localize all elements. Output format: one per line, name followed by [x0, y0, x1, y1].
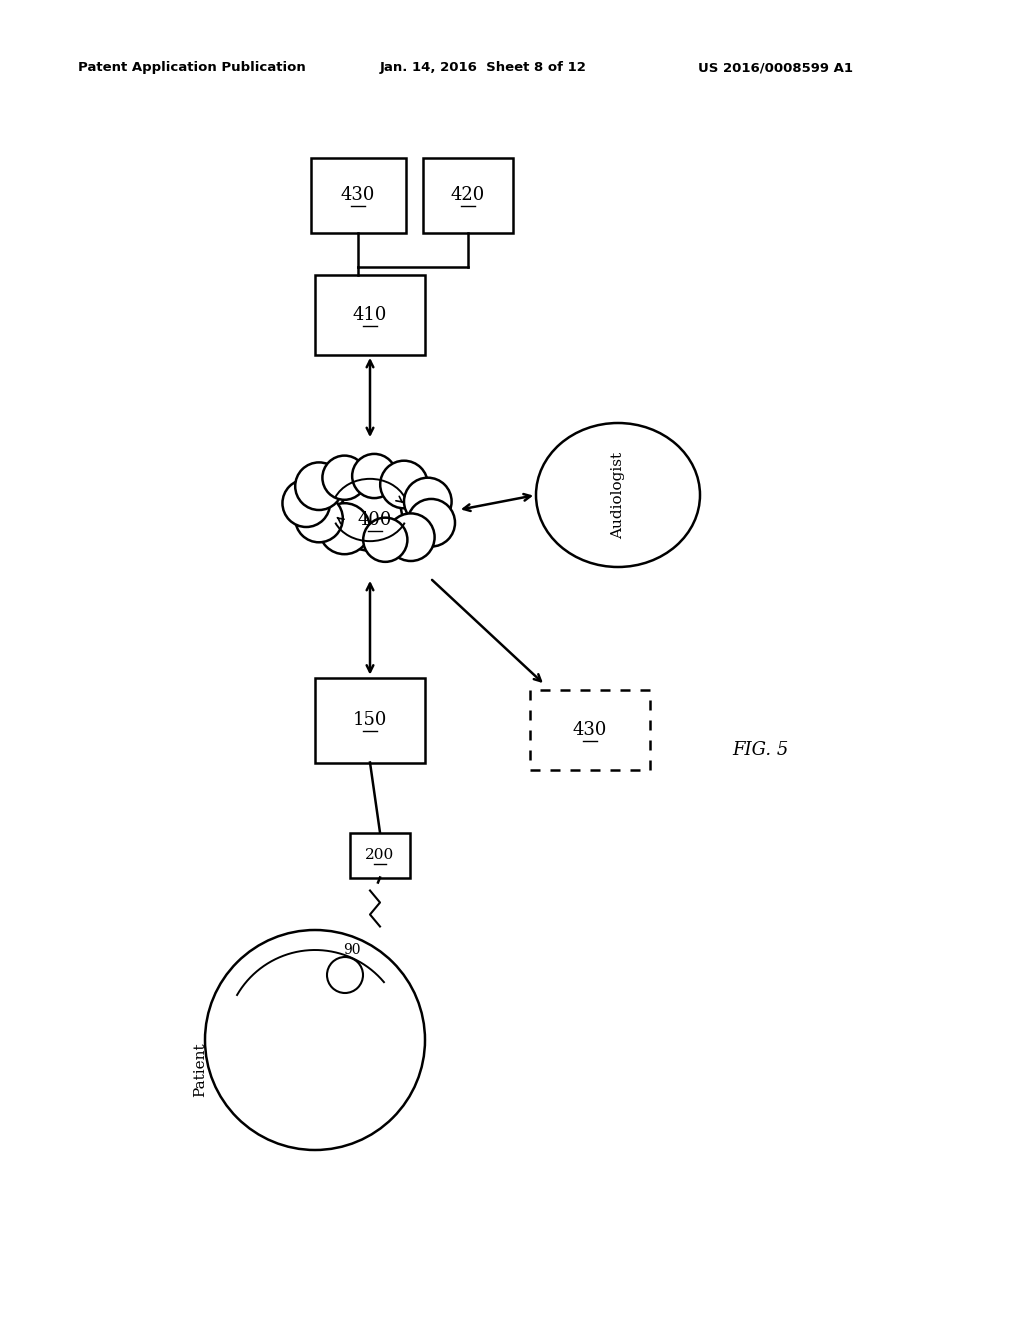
Ellipse shape — [283, 479, 330, 527]
Text: Patient: Patient — [193, 1043, 207, 1097]
Text: Patent Application Publication: Patent Application Publication — [78, 62, 306, 74]
Text: 420: 420 — [451, 186, 485, 205]
Text: 410: 410 — [353, 306, 387, 323]
Ellipse shape — [295, 495, 343, 543]
Text: Jan. 14, 2016  Sheet 8 of 12: Jan. 14, 2016 Sheet 8 of 12 — [380, 62, 587, 74]
Text: 150: 150 — [353, 711, 387, 729]
Ellipse shape — [387, 513, 434, 561]
Ellipse shape — [319, 503, 370, 554]
Ellipse shape — [380, 461, 428, 508]
Ellipse shape — [536, 422, 700, 568]
Ellipse shape — [338, 486, 402, 550]
Text: 430: 430 — [341, 186, 375, 205]
Bar — [315, 275, 425, 355]
Ellipse shape — [404, 478, 452, 525]
Text: 400: 400 — [357, 511, 392, 529]
Ellipse shape — [323, 455, 367, 500]
Text: 90: 90 — [343, 942, 360, 957]
Text: Audiologist: Audiologist — [611, 451, 625, 539]
Ellipse shape — [295, 462, 343, 510]
Bar — [423, 157, 513, 232]
Circle shape — [327, 957, 362, 993]
Bar — [315, 677, 425, 763]
Ellipse shape — [408, 499, 455, 546]
Text: 200: 200 — [366, 847, 394, 862]
Ellipse shape — [352, 454, 396, 498]
Ellipse shape — [364, 517, 408, 562]
Ellipse shape — [306, 467, 434, 553]
Text: US 2016/0008599 A1: US 2016/0008599 A1 — [698, 62, 853, 74]
Text: FIG. 5: FIG. 5 — [732, 741, 788, 759]
Circle shape — [205, 931, 425, 1150]
Bar — [530, 690, 650, 770]
Bar — [310, 157, 406, 232]
Bar — [350, 833, 410, 878]
Text: 430: 430 — [572, 721, 607, 739]
